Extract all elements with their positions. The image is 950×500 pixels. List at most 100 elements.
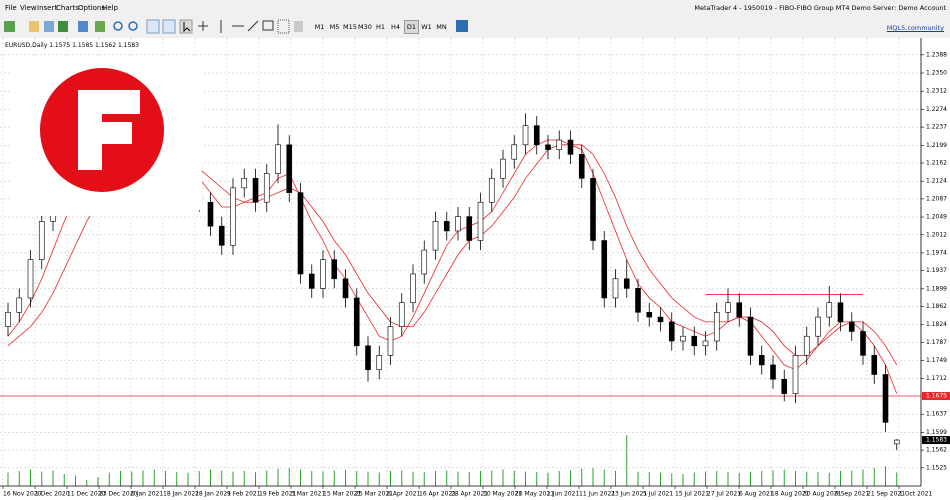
candle-body xyxy=(500,158,506,179)
candle-body xyxy=(781,378,788,394)
candle-body xyxy=(882,374,889,423)
candle-body xyxy=(488,177,495,203)
menu-item[interactable]: Options xyxy=(78,4,106,12)
candle-body xyxy=(308,273,315,289)
y-tick-label: 1.2350 xyxy=(926,70,947,77)
candle-body xyxy=(5,311,11,327)
candle-body xyxy=(736,302,743,318)
y-tick-label: 1.2124 xyxy=(926,178,947,185)
community-link[interactable]: MQL5.community xyxy=(886,24,944,32)
candle-body xyxy=(837,302,844,323)
candle-body xyxy=(848,321,855,332)
y-tick-label: 1.1712 xyxy=(926,375,947,382)
candle-body xyxy=(275,144,281,174)
x-tick-label: 30 Aug 2021 xyxy=(803,491,842,498)
x-tick-label: 18 Aug 2021 xyxy=(771,491,810,498)
menu-item[interactable]: View xyxy=(20,4,37,12)
x-tick-label: 15 Jul 2021 xyxy=(675,491,709,498)
y-tick-label: 1.2049 xyxy=(926,214,947,221)
timeframe-button[interactable]: D1 xyxy=(404,20,419,34)
candle-body xyxy=(398,302,405,327)
y-tick-label: 1.2087 xyxy=(926,195,947,202)
x-tick-label: 1 Jun 2021 xyxy=(547,491,579,498)
x-tick-label: 5 Jul 2021 xyxy=(643,491,673,498)
menu-item[interactable]: File xyxy=(5,4,17,12)
x-tick-label: 6 Aug 2021 xyxy=(739,491,774,498)
candle-body xyxy=(466,216,473,241)
last-price-label: 1.1583 xyxy=(926,437,947,444)
x-tick-label: 1 Dec 2020 xyxy=(35,491,70,498)
timeframe-button[interactable]: M1 xyxy=(314,23,325,31)
chart: EURUSD,Daily 1.1575 1.1585 1.1562 1.1583… xyxy=(0,38,950,500)
x-tick-label: 25 Mar 2021 xyxy=(355,491,393,498)
timeframe-button[interactable]: H4 xyxy=(390,23,401,31)
candle-body xyxy=(522,125,529,146)
menu-item[interactable]: Charts xyxy=(56,4,79,12)
y-tick-label: 1.1937 xyxy=(926,267,947,274)
y-tick-label: 1.2162 xyxy=(926,159,947,166)
candle-body xyxy=(590,177,596,241)
candle-body xyxy=(241,177,248,189)
candle-body xyxy=(725,302,731,313)
candle-body xyxy=(297,192,304,275)
candle-body xyxy=(455,216,461,232)
candle-body xyxy=(702,340,709,347)
toolbar-icons[interactable] xyxy=(0,16,470,38)
candle-body xyxy=(207,201,214,227)
y-tick-label: 1.1862 xyxy=(926,303,947,310)
x-tick-label: 3 Mar 2021 xyxy=(291,491,325,498)
timeframe-button[interactable]: M15 xyxy=(343,23,357,31)
x-tick-label: 20 May 2021 xyxy=(515,491,554,498)
x-tick-label: 11 Dec 2020 xyxy=(67,491,106,498)
y-tick-label: 1.1974 xyxy=(926,249,947,256)
candle-body xyxy=(286,144,293,193)
chart-symbol: EURUSD,Daily 1.1575 1.1585 1.1562 1.1583 xyxy=(5,42,139,49)
ohlc-close: 1.1583 xyxy=(118,42,139,49)
candle-body xyxy=(353,297,360,347)
y-tick-label: 1.2388 xyxy=(926,51,947,58)
x-tick-label: 21 Sep 2021 xyxy=(867,491,905,498)
y-tick-label: 1.1749 xyxy=(926,357,947,364)
y-tick-label: 1.1599 xyxy=(926,429,947,436)
candle-body xyxy=(387,326,394,356)
y-tick-label: 1.1637 xyxy=(926,411,947,418)
timeframe-button[interactable]: MN xyxy=(436,23,447,31)
timeframe-button[interactable]: M5 xyxy=(329,23,340,31)
x-tick-label: 23 Dec 2020 xyxy=(99,491,138,498)
candle-body xyxy=(893,439,900,445)
menu-bar: File View Insert Charts Options Help Met… xyxy=(0,0,950,16)
y-tick-label: 1.2312 xyxy=(926,88,947,95)
x-tick-label: 11 Jun 2021 xyxy=(579,491,615,498)
candle-body xyxy=(365,345,371,371)
y-tick-label: 1.2237 xyxy=(926,124,947,131)
x-tick-label: 16 Apr 2021 xyxy=(419,491,456,498)
candle-body xyxy=(511,144,518,160)
candle-body xyxy=(432,221,439,251)
candle-body xyxy=(747,316,754,356)
timeframe-button[interactable]: M30 xyxy=(358,23,372,31)
menu-item[interactable]: Help xyxy=(102,4,118,12)
candle-body xyxy=(680,335,686,342)
candle-body xyxy=(421,249,428,275)
candle-body xyxy=(263,173,270,203)
timeframe-button[interactable]: H1 xyxy=(375,23,386,31)
candle-body xyxy=(533,125,540,146)
candle-body xyxy=(38,221,45,260)
candle-body xyxy=(668,321,675,342)
x-tick-label: 15 Mar 2021 xyxy=(323,491,361,498)
toolbar: M1 M5 M15 M30 H1 H4 D1 W1 MN MQL5.commun… xyxy=(0,16,950,39)
y-tick-label: 1.2274 xyxy=(926,106,947,113)
candle-body xyxy=(567,139,574,155)
x-tick-label: 28 Apr 2021 xyxy=(451,491,488,498)
candle-body xyxy=(376,355,383,371)
candle-body xyxy=(826,302,833,318)
candle-body xyxy=(16,297,23,313)
menu-item[interactable]: Insert xyxy=(37,4,58,12)
candle-body xyxy=(230,187,236,246)
broker-logo xyxy=(12,56,202,216)
ohlc-high: 1.1585 xyxy=(72,42,93,49)
x-tick-label: 28 Jan 2021 xyxy=(195,491,231,498)
price-line-label: 1.1675 xyxy=(926,393,947,400)
timeframe-button[interactable]: W1 xyxy=(421,23,432,31)
